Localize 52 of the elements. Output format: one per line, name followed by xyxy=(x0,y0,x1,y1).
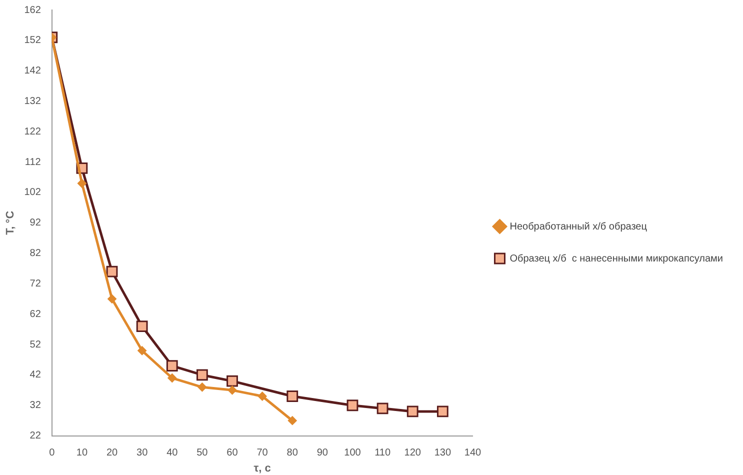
x-tick-label: 30 xyxy=(136,448,148,459)
point xyxy=(288,416,297,426)
y-tick-label: 132 xyxy=(24,96,42,107)
x-tick-label: 110 xyxy=(374,448,391,459)
y-tick-label: 142 xyxy=(24,66,42,77)
point xyxy=(198,382,207,392)
point xyxy=(258,392,267,401)
point xyxy=(136,320,148,332)
x-tick-label: 40 xyxy=(166,448,178,459)
x-tick-label: 120 xyxy=(404,448,422,459)
y-tick-label: 92 xyxy=(30,218,42,229)
x-tick-label: 130 xyxy=(434,448,452,459)
point xyxy=(436,406,448,418)
y-tick-label: 72 xyxy=(30,278,42,290)
point xyxy=(228,386,237,395)
point xyxy=(196,369,208,381)
y-tick-label: 42 xyxy=(30,370,42,381)
x-tick-label: 80 xyxy=(286,448,298,459)
point xyxy=(168,374,177,383)
x-tick-label: 50 xyxy=(196,448,208,459)
y-tick-label: 32 xyxy=(30,400,42,412)
point xyxy=(406,406,418,418)
y-tick-label: 102 xyxy=(24,187,42,198)
x-tick-label: 10 xyxy=(76,448,88,459)
point xyxy=(166,360,178,372)
legend-label: Необработанный х/б образец xyxy=(510,221,648,232)
x-tick-label: 140 xyxy=(464,448,482,459)
y-tick-label: 162 xyxy=(24,4,42,16)
y-tick-label: 52 xyxy=(30,339,42,350)
y-tick-label: 22 xyxy=(30,430,42,442)
x-tick-label: 90 xyxy=(316,448,328,459)
y-axis-title: Т, °С xyxy=(4,210,17,235)
point xyxy=(106,266,118,278)
x-axis-title: τ, с xyxy=(254,462,271,474)
y-tick-label: 62 xyxy=(30,308,42,320)
x-tick-label: 60 xyxy=(226,448,238,459)
y-tick-label: 112 xyxy=(24,156,42,168)
point xyxy=(108,294,117,304)
legend-label: Образец х/б с нанесенными микрокапсулами xyxy=(510,253,724,264)
point xyxy=(226,375,238,387)
point xyxy=(346,400,358,412)
y-tick-label: 122 xyxy=(24,126,42,138)
point xyxy=(376,402,388,414)
point xyxy=(77,178,86,188)
y-tick-label: 82 xyxy=(30,248,42,260)
point xyxy=(286,390,298,402)
x-tick-label: 0 xyxy=(49,448,56,459)
x-tick-label: 70 xyxy=(256,448,268,459)
point xyxy=(138,346,147,356)
x-tick-label: 100 xyxy=(344,448,362,459)
y-tick-label: 152 xyxy=(24,35,42,46)
x-tick-label: 20 xyxy=(106,448,118,459)
